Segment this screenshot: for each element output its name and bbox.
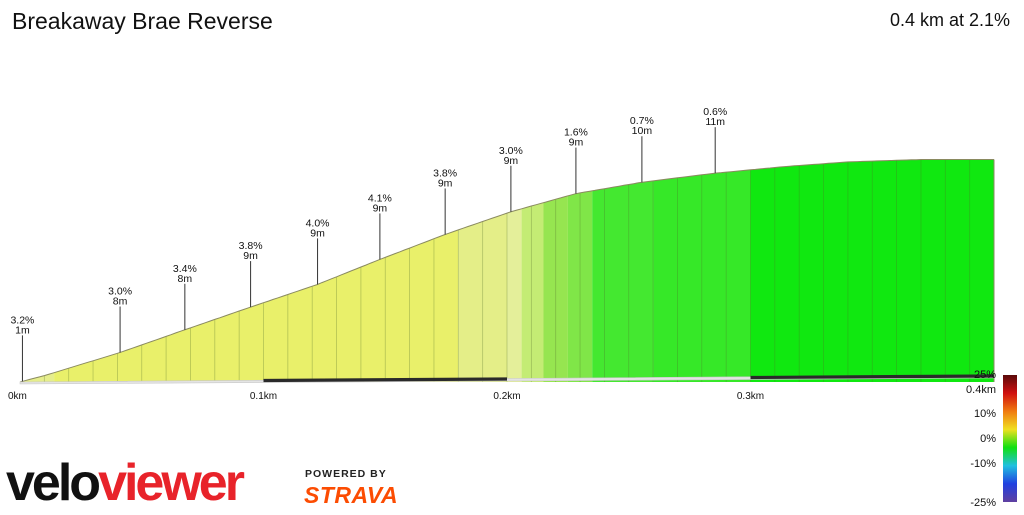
veloviewer-logo: veloviewer <box>6 454 245 510</box>
segment-dividers <box>43 159 971 382</box>
logo-viewer: viewer <box>98 454 245 510</box>
annotation-grade-6: 3.8% <box>433 167 457 179</box>
gradient-segment-6 <box>567 190 593 382</box>
scale-label-1: 0.4km <box>966 384 996 396</box>
gradient-fill-group <box>20 159 994 382</box>
logo-velo: velo <box>6 454 99 510</box>
annotation-grade-3: 3.8% <box>239 240 263 252</box>
powered-by-label: POWERED BY <box>305 468 387 480</box>
gradient-segment-5 <box>543 195 568 382</box>
branding: veloviewer POWERED BY STRAVA <box>6 450 426 512</box>
scale-label-3: 0% <box>980 433 996 445</box>
x-axis-ticks: 0km 0.1km 0.2km 0.3km <box>8 391 764 402</box>
distance-bar <box>19 374 995 385</box>
gradient-segment-8 <box>653 169 751 382</box>
gradient-segment-2 <box>458 213 507 382</box>
color-scale-bar <box>1003 375 1017 502</box>
annotation-grade-7: 3.0% <box>499 145 523 157</box>
x-tick-label-3: 0.3km <box>737 391 764 402</box>
annotation-grade-8: 1.6% <box>564 127 588 139</box>
gradient-segment-3 <box>507 208 522 382</box>
profile-outline-group <box>19 159 995 383</box>
annotation-length-9: 10m <box>632 125 653 137</box>
chart-title: Breakaway Brae Reverse <box>12 8 273 34</box>
annotation-length-2: 8m <box>178 273 193 285</box>
annotation-length-7: 9m <box>504 155 519 167</box>
gradient-segment-7 <box>592 180 654 382</box>
annotation-length-6: 9m <box>438 177 453 189</box>
gradient-segment-4 <box>521 202 544 382</box>
annotation-grade-2: 3.4% <box>173 263 197 275</box>
distance-bar-dark-1 <box>750 374 995 380</box>
scale-label-5: -25% <box>970 497 996 509</box>
annotation-length-10: 11m <box>705 116 725 128</box>
x-tick-label-1: 0.1km <box>250 391 277 402</box>
annotation-grade-5: 4.1% <box>368 192 392 204</box>
color-scale-legend: 25% 0.4km 10% 0% -10% -25% <box>966 369 1017 509</box>
gradient-segment-0 <box>20 372 55 382</box>
x-tick-label-0: 0km <box>8 391 27 402</box>
strava-logo: STRAVA <box>304 482 398 508</box>
scale-label-2: 10% <box>974 408 996 420</box>
annotation-length-3: 9m <box>243 250 258 262</box>
annotation-grade-4: 4.0% <box>306 217 330 229</box>
annotation-length-1: 8m <box>113 295 128 307</box>
gradient-segment-9 <box>750 159 994 382</box>
annotation-length-4: 9m <box>310 227 325 239</box>
annotation-length-5: 9m <box>373 202 388 214</box>
annotation-grade-10: 0.6% <box>703 106 727 118</box>
scale-label-0: 25% <box>974 369 996 381</box>
annotation-grade-0: 3.2% <box>10 314 34 326</box>
grade-annotations: 3.2%1m3.0%8m3.4%8m3.8%9m4.0%9m4.1%9m3.8%… <box>10 106 727 382</box>
scale-label-4: -10% <box>970 458 996 470</box>
annotation-grade-9: 0.7% <box>630 115 654 127</box>
climb-summary: 0.4 km at 2.1% <box>889 10 1010 30</box>
distance-bar-dark-0 <box>263 377 508 383</box>
annotation-grade-1: 3.0% <box>108 285 132 297</box>
x-tick-label-2: 0.2km <box>493 391 520 402</box>
annotation-length-0: 1m <box>15 324 30 336</box>
gradient-segment-1 <box>54 229 459 382</box>
profile-outline <box>19 159 994 383</box>
annotation-length-8: 9m <box>569 137 584 149</box>
